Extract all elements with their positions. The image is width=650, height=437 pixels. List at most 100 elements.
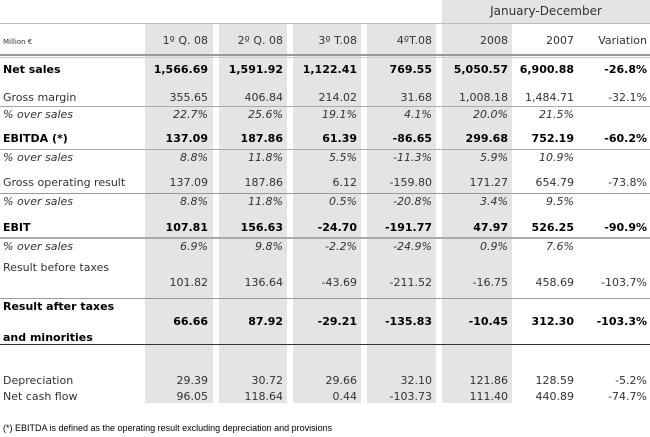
table-cell: 25.6% [248, 108, 283, 121]
row-label: % over sales [3, 108, 74, 121]
table-cell: 9.5% [546, 195, 574, 208]
table-cell: 0.9% [480, 240, 508, 253]
table-cell: 121.86 [469, 374, 509, 387]
table-cell: -10.45 [468, 315, 508, 328]
table-cell: 31.68 [400, 91, 433, 104]
divider [0, 54, 650, 56]
table-cell: 11.8% [248, 151, 283, 164]
divider [0, 237, 650, 239]
table-cell: 187.86 [240, 132, 283, 145]
table-cell: 355.65 [169, 91, 209, 104]
table-cell: -103.7% [601, 276, 647, 289]
table-cell: 66.66 [173, 315, 208, 328]
table-cell: 0.44 [332, 390, 358, 403]
table-cell: 137.09 [165, 132, 208, 145]
table-cell: 19.1% [322, 108, 357, 121]
table-cell: 8.8% [180, 195, 208, 208]
table-cell: -24.9% [393, 240, 432, 253]
table-cell: 312.30 [531, 315, 574, 328]
divider [0, 106, 650, 107]
table-cell: 101.82 [169, 276, 209, 289]
table-cell: 406.84 [244, 91, 284, 104]
shaded-column [293, 23, 361, 403]
table-cell: -5.2% [615, 374, 647, 387]
table-cell: -11.3% [393, 151, 432, 164]
table-cell: 47.97 [473, 221, 508, 234]
divider [0, 57, 650, 58]
table-cell: -90.9% [604, 221, 647, 234]
row-label: Depreciation [3, 374, 74, 387]
row-label: Net sales [3, 63, 61, 76]
footnote: (*) EBITDA is defined as the operating r… [3, 423, 333, 433]
column-header: 4ºT.08 [396, 34, 432, 47]
table-cell: 187.86 [244, 176, 284, 189]
table-cell: 32.10 [400, 374, 433, 387]
table-cell: 11.8% [248, 195, 283, 208]
table-cell: 458.69 [535, 276, 575, 289]
table-cell: 4.1% [404, 108, 432, 121]
table-cell: 526.25 [531, 221, 574, 234]
table-cell: 1,484.71 [525, 91, 574, 104]
table-cell: 6,900.88 [519, 63, 574, 76]
table-cell: -103.73 [389, 390, 432, 403]
row-label: % over sales [3, 195, 74, 208]
table-cell: -135.83 [384, 315, 432, 328]
table-cell: 29.39 [176, 374, 209, 387]
table-cell: -16.75 [472, 276, 508, 289]
table-cell: 3.4% [480, 195, 508, 208]
table-cell: 156.63 [240, 221, 283, 234]
divider [0, 193, 650, 194]
row-label: Net cash flow [3, 390, 78, 403]
table-cell: 1,122.41 [302, 63, 357, 76]
column-header: 2007 [546, 34, 574, 47]
period-group-header: January-December [442, 0, 650, 23]
row-label: % over sales [3, 240, 74, 253]
table-cell: -159.80 [389, 176, 432, 189]
column-header: 3º T.08 [318, 34, 357, 47]
table-cell: -2.2% [325, 240, 357, 253]
table-cell: 107.81 [165, 221, 208, 234]
table-cell: -191.77 [384, 221, 432, 234]
table-cell: 752.19 [531, 132, 574, 145]
table-cell: 137.09 [169, 176, 209, 189]
table-cell: 118.64 [244, 390, 284, 403]
table-cell: -73.8% [608, 176, 647, 189]
table-cell: 6.9% [180, 240, 208, 253]
unit-label: Million € [3, 38, 33, 46]
row-label: EBITDA (*) [3, 132, 68, 145]
shaded-column [367, 23, 436, 403]
table-cell: -60.2% [604, 132, 647, 145]
table-cell: -86.65 [392, 132, 432, 145]
table-cell: 5.5% [329, 151, 357, 164]
row-label: Gross operating result [3, 176, 126, 189]
column-header: 1º Q. 08 [162, 34, 208, 47]
divider [0, 298, 650, 299]
table-cell: 440.89 [535, 390, 575, 403]
table-cell: -32.1% [608, 91, 647, 104]
table-cell: 87.92 [248, 315, 283, 328]
table-cell: -43.69 [321, 276, 357, 289]
table-cell: 20.0% [473, 108, 508, 121]
column-header: 2º Q. 08 [237, 34, 283, 47]
divider [0, 149, 650, 150]
table-cell: -26.8% [604, 63, 647, 76]
column-header: 2008 [480, 34, 508, 47]
table-cell: 5,050.57 [453, 63, 508, 76]
table-cell: 1,566.69 [153, 63, 208, 76]
divider [0, 344, 650, 345]
table-cell: -103.3% [596, 315, 647, 328]
table-cell: -74.7% [608, 390, 647, 403]
table-cell: 10.9% [539, 151, 574, 164]
table-cell: 299.68 [465, 132, 508, 145]
row-label: EBIT [3, 221, 31, 234]
table-cell: -24.70 [317, 221, 357, 234]
table-cell: 7.6% [546, 240, 574, 253]
row-label: Gross margin [3, 91, 77, 104]
table-cell: 6.12 [332, 176, 358, 189]
table-cell: 22.7% [173, 108, 208, 121]
table-cell: 769.55 [389, 63, 432, 76]
table-cell: 29.66 [325, 374, 358, 387]
table-cell: -211.52 [389, 276, 432, 289]
table-cell: 214.02 [318, 91, 358, 104]
